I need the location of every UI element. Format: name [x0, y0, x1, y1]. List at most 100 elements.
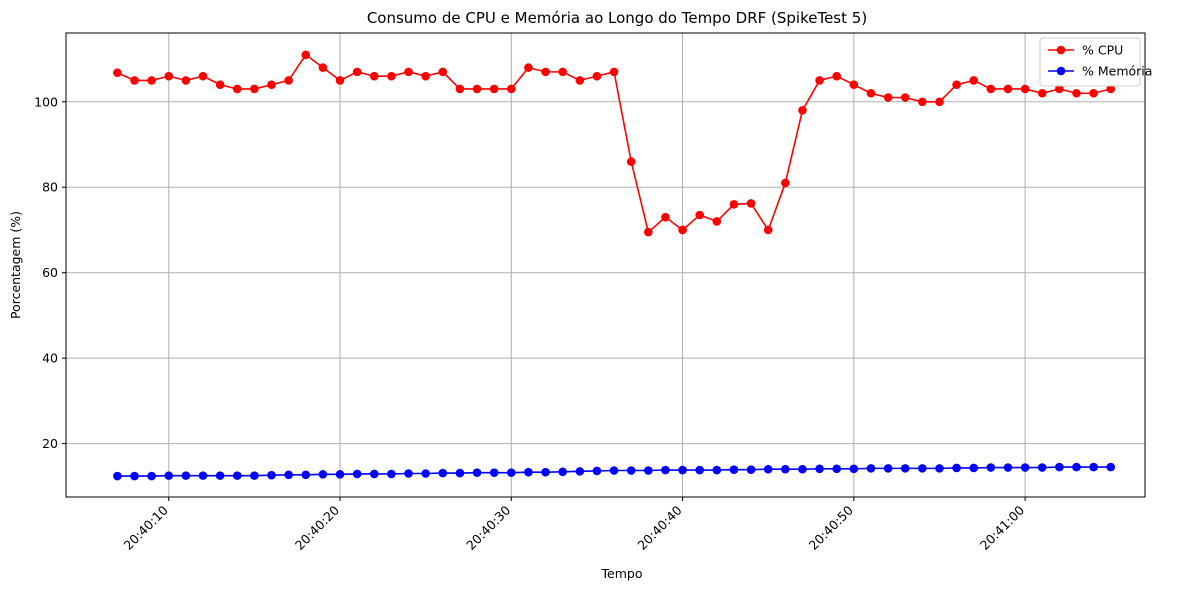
data-point — [832, 71, 842, 81]
data-point — [250, 84, 259, 94]
data-point — [455, 84, 465, 94]
data-point — [746, 465, 756, 474]
data-point — [335, 76, 345, 85]
data-point — [986, 84, 996, 94]
data-point — [695, 465, 704, 475]
data-point — [763, 464, 773, 474]
data-point — [541, 467, 550, 477]
data-point — [181, 471, 191, 480]
data-point — [746, 199, 756, 208]
data-point — [883, 93, 893, 102]
data-point — [113, 68, 122, 78]
data-point — [1072, 462, 1081, 472]
data-point — [267, 470, 276, 480]
data-point — [507, 84, 516, 94]
data-point — [421, 469, 430, 478]
plot-frame — [65, 32, 1146, 498]
data-point — [1020, 84, 1030, 94]
data-point — [284, 470, 293, 480]
data-point — [883, 464, 893, 473]
data-point — [1106, 84, 1116, 94]
data-point — [215, 80, 225, 89]
data-point — [935, 464, 944, 473]
data-point — [232, 84, 242, 94]
legend-marker — [1056, 66, 1066, 76]
data-point — [815, 76, 824, 85]
data-point — [387, 71, 396, 81]
data-point — [866, 88, 876, 98]
data-point — [815, 464, 824, 474]
data-point — [952, 463, 961, 473]
data-point — [1003, 84, 1013, 94]
data-point — [609, 466, 619, 475]
data-point — [335, 470, 345, 479]
data-point — [250, 471, 259, 480]
data-point — [404, 67, 413, 77]
data-point — [729, 465, 739, 474]
data-point — [712, 465, 722, 475]
data-point — [1089, 462, 1098, 472]
data-point — [318, 63, 328, 72]
data-point — [592, 466, 602, 476]
grid — [66, 33, 1145, 497]
data-point — [387, 469, 396, 479]
data-point — [198, 71, 208, 81]
data-point — [181, 76, 191, 85]
x-tick-label: 20:40:50 — [806, 502, 856, 552]
data-point — [113, 471, 122, 481]
data-point — [1089, 88, 1098, 98]
data-point — [798, 464, 807, 474]
y-axis-label: Porcentagem (%) — [8, 211, 23, 319]
data-point — [712, 217, 722, 226]
data-point — [232, 471, 242, 480]
data-point — [1003, 463, 1013, 472]
legend-label: % CPU — [1082, 43, 1123, 58]
data-point — [986, 463, 996, 472]
data-point — [301, 50, 311, 60]
data-point — [489, 468, 499, 477]
data-point — [969, 463, 979, 473]
data-point — [609, 67, 619, 77]
data-point — [438, 67, 448, 77]
data-point — [1072, 88, 1081, 98]
data-point — [678, 465, 687, 475]
data-point — [592, 71, 602, 81]
series-line — [117, 53, 1111, 234]
data-point — [1055, 84, 1064, 94]
data-point — [644, 466, 653, 475]
data-point — [575, 467, 585, 476]
data-point — [1037, 88, 1047, 98]
data-point — [369, 71, 379, 81]
data-point — [164, 471, 174, 480]
data-point — [130, 76, 139, 85]
data-point — [575, 76, 585, 85]
data-point — [849, 464, 859, 474]
data-point — [781, 178, 790, 188]
data-point — [1020, 463, 1030, 472]
data-point — [661, 212, 670, 222]
data-point — [866, 464, 876, 473]
data-point — [695, 210, 704, 220]
data-point — [489, 84, 499, 94]
data-point — [352, 67, 362, 77]
data-point — [558, 67, 567, 77]
data-point — [472, 468, 482, 477]
data-point — [661, 465, 670, 475]
data-point — [1106, 462, 1116, 472]
data-point — [404, 469, 413, 478]
series-layer — [113, 50, 1116, 481]
y-axis: 20 40 60 80 100 — [34, 94, 66, 451]
data-point — [541, 67, 550, 77]
data-point — [781, 464, 790, 474]
y-tick-label: 100 — [34, 94, 58, 109]
data-point — [900, 93, 910, 102]
y-tick-label: 20 — [42, 436, 58, 451]
y-tick-label: 80 — [42, 180, 58, 195]
series-cpu — [113, 50, 1116, 237]
data-point — [729, 200, 739, 209]
data-point — [644, 227, 653, 237]
data-point — [558, 467, 567, 477]
chart-title: Consumo de CPU e Memória ao Longo do Tem… — [367, 9, 867, 27]
x-tick-label: 20:40:40 — [634, 502, 684, 552]
